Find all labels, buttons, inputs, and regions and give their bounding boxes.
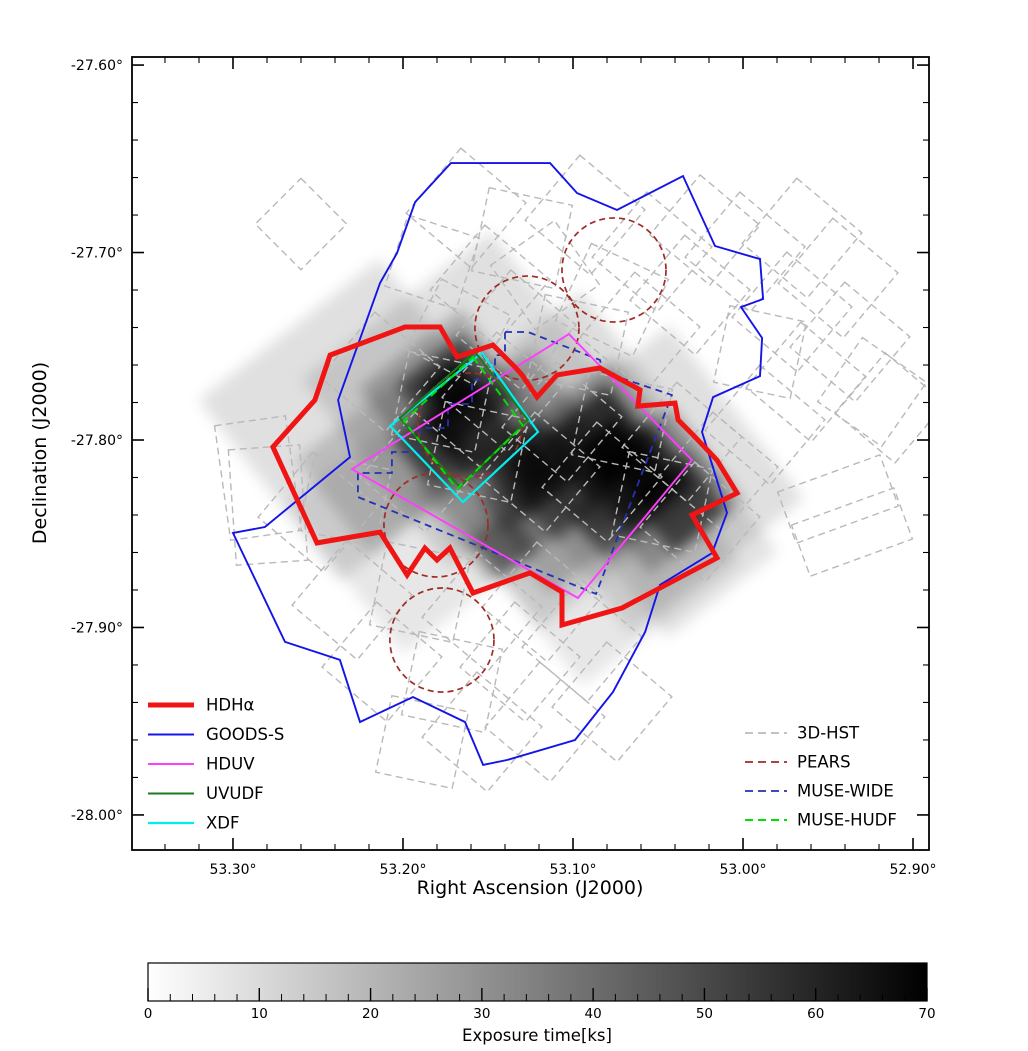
3dhst-pointing: [400, 630, 504, 734]
colorbar-tick-label: 50: [696, 1006, 713, 1022]
3dhst-pointing: [441, 331, 563, 453]
survey-outline-hduv: [350, 332, 694, 600]
survey-outline-xdf: [388, 351, 540, 504]
3dhst-pointing: [479, 411, 601, 533]
colorbar-layer: 0 10 20 30 40 50 60 70: [144, 962, 936, 1022]
y-tick-label: -27.90°: [71, 620, 123, 636]
legend-label-right: 3D-HST: [797, 724, 860, 743]
colorbar-tick-label: 40: [585, 1006, 602, 1022]
colorbar-tick-label: 60: [807, 1006, 824, 1022]
pears-pointing: [561, 217, 667, 323]
axes-layer: 53.30° 53.20° 53.10° 53.00° 52.90° -27.60° -27…: [71, 56, 937, 878]
3dhst-pointing: [790, 486, 914, 578]
3dhst-pointing: [254, 177, 348, 271]
3dhst-pointing: [745, 321, 867, 443]
exposure-blob: [391, 406, 469, 484]
colorbar-tick-label: 70: [918, 1006, 935, 1022]
3dhst-pointing: [833, 351, 929, 465]
3dhst-pointing: [789, 281, 911, 403]
exposure-blob: [420, 358, 484, 422]
3dhst-pointing: [374, 694, 470, 790]
3dhst-pointing: [684, 191, 806, 313]
3dhst-pointing: [712, 304, 808, 400]
legend-layer: HDHα GOODS-S HDUV UVUDF XDF 3D-HST PEARS MUSE-W…: [148, 696, 897, 833]
3dhst-pointing: [384, 214, 481, 311]
y-tick-label: -27.80°: [71, 433, 123, 449]
3dhst-pointing: [524, 154, 646, 276]
3dhst-pointing: [227, 444, 309, 566]
3dhst-pointing: [776, 453, 900, 545]
exposure-blob: [571, 481, 649, 559]
3dhst-pointing: [648, 173, 762, 287]
legend-label-left: HDHα: [206, 696, 255, 715]
legend-label-right: MUSE-WIDE: [797, 782, 894, 801]
legend-label-left: UVUDF: [206, 784, 264, 803]
x-tick-label: 53.10°: [549, 862, 596, 878]
3dhst-pointing: [639, 461, 761, 583]
3dhst-pointing: [521, 581, 643, 703]
exposure-blob: [578, 418, 646, 486]
legend-label-right: MUSE-HUDF: [797, 811, 897, 830]
legend-label-left: XDF: [206, 814, 240, 833]
3dhst-pointing: [390, 350, 494, 454]
3dhst-pointing: [629, 234, 751, 356]
3dhst-pointing: [470, 186, 574, 290]
3dhst-pointing: [319, 311, 441, 433]
survey-outline-muse-hudf: [402, 355, 525, 491]
y-tick-label: -28.00°: [71, 808, 123, 824]
colorbar-tick-label: 20: [362, 1006, 379, 1022]
3dhst-pointing: [291, 539, 413, 661]
x-tick-label: 53.20°: [379, 862, 426, 878]
colorbar-bar: [147, 962, 928, 1002]
3dhst-pointing: [704, 364, 826, 486]
colorbar-tick-label: 0: [144, 1006, 153, 1022]
survey-outline-goods-s: [231, 162, 765, 766]
3dhst-pointing: [741, 177, 863, 299]
3dhst-pointing: [405, 147, 527, 269]
legend-label-right: PEARS: [797, 753, 851, 772]
plot-frame: [131, 56, 930, 851]
3dhst-pointing: [421, 671, 543, 793]
y-tick-label: -27.70°: [71, 246, 123, 262]
y-axis-title: Declination (J2000): [29, 362, 51, 544]
3dhst-pointing: [526, 293, 630, 397]
3dhst-pointing: [489, 219, 601, 331]
3dhst-pointing: [481, 541, 603, 663]
survey-outline-hdh-: [269, 324, 741, 629]
3dhst-pointing: [554, 242, 670, 358]
3dhst-pointing: [368, 540, 472, 644]
pears-pointing: [389, 587, 495, 693]
3dhst-pointing: [421, 551, 543, 673]
3dhst-pointing: [321, 601, 443, 723]
x-tick-label: 53.00°: [719, 862, 766, 878]
x-axis-title: Right Ascension (J2000): [417, 877, 644, 899]
3dhst-pointing: [731, 251, 853, 373]
3dhst-pointing: [579, 271, 701, 393]
survey-footprints-layer: [213, 147, 929, 793]
3dhst-pointing: [459, 601, 581, 723]
x-tick-label: 52.90°: [889, 862, 936, 878]
3dhst-pointing: [501, 361, 623, 483]
3dhst-pointing: [359, 411, 481, 533]
colorbar-title: Exposure time[ks]: [462, 1026, 612, 1045]
exposure-blob: [618, 453, 678, 513]
3dhst-pointing: [657, 411, 779, 533]
colorbar-tick-label: 10: [251, 1006, 268, 1022]
3dhst-pointing: [551, 641, 673, 763]
3dhst-pointing: [426, 400, 530, 504]
3dhst-pointing: [816, 336, 928, 448]
3dhst-pointing: [484, 661, 606, 783]
x-tick-label: 53.30°: [209, 862, 256, 878]
3dhst-pointing: [777, 217, 899, 339]
y-tick-label: -27.60°: [71, 58, 123, 74]
3dhst-pointing: [213, 415, 303, 542]
legend-label-left: HDUV: [206, 755, 255, 774]
3dhst-pointing: [429, 224, 551, 346]
legend-label-left: GOODS-S: [206, 725, 284, 744]
3dhst-pointing: [541, 421, 663, 543]
colorbar-tick-label: 30: [473, 1006, 490, 1022]
